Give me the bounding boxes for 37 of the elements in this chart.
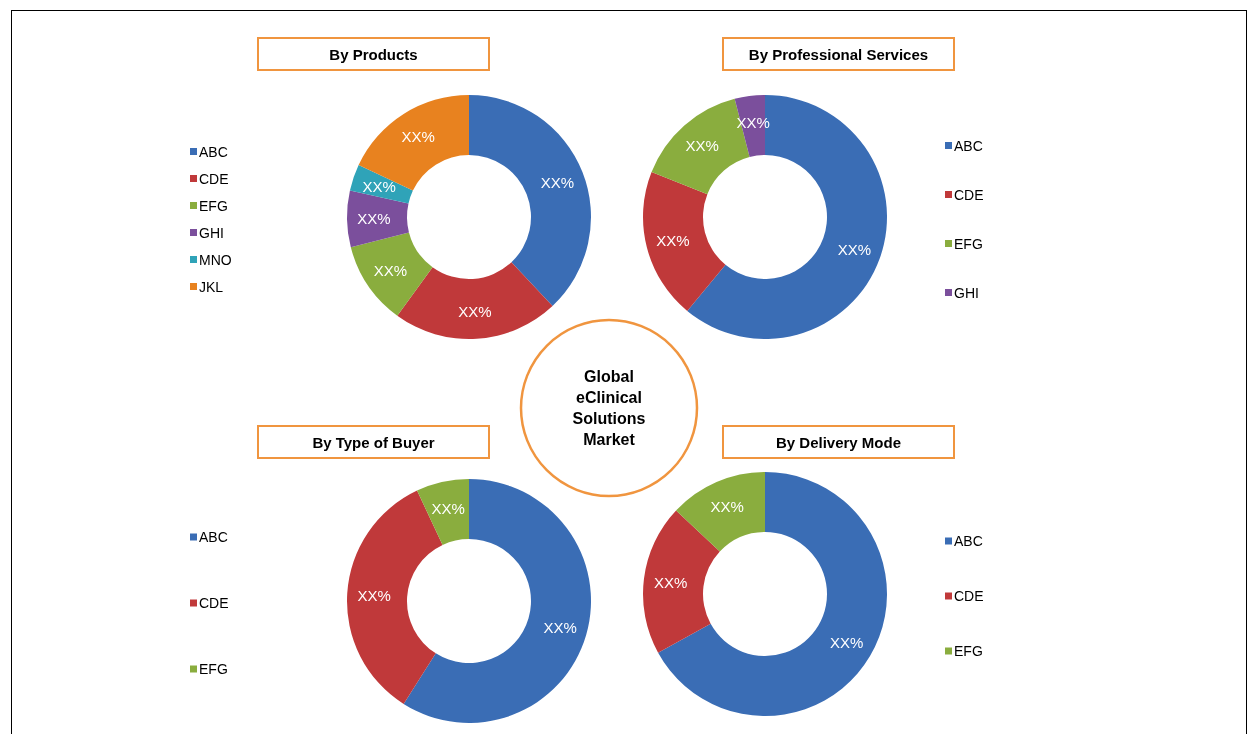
data-label: XX% [431,499,465,517]
data-label: XX% [736,114,770,132]
data-label: XX% [362,177,396,195]
data-label: XX% [543,619,577,636]
data-label: XX% [458,303,492,321]
data-label: XX% [656,232,690,250]
data-label: XX% [401,128,435,146]
data-label: XX% [357,586,391,604]
data-label: XX% [837,240,872,258]
data-label: XX% [373,261,408,279]
data-label: XX% [654,573,688,591]
legend-label: CDE [199,170,229,187]
legend-label: ABC [199,143,228,160]
legend-label: GHI [954,284,979,301]
data-label: XX% [685,137,719,155]
chart-title: By Products [257,37,490,71]
legend-label: GHI [199,224,224,241]
legend-label: JKL [199,278,224,295]
legend-label: CDE [954,186,984,203]
data-label: XX% [710,498,744,516]
legend-label: MNO [199,251,232,268]
data-label: XX% [540,173,575,191]
chart-title: By Delivery Mode [722,425,955,459]
legend-label: EFG [954,235,983,252]
legend-label: EFG [954,643,983,659]
legend-label: EFG [199,197,228,214]
legend-label: CDE [954,588,984,604]
data-label: XX% [830,633,864,651]
data-label: XX% [357,209,391,227]
legend-label: ABC [954,137,983,154]
chart-title: By Type of Buyer [257,425,490,459]
legend-label: CDE [199,595,229,611]
legend-label: ABC [199,529,228,545]
chart-title: By Professional Services [722,37,955,71]
legend-label: EFG [199,661,228,677]
legend-label: ABC [954,533,983,549]
text: Global eClinical Solutions Market [571,367,647,450]
